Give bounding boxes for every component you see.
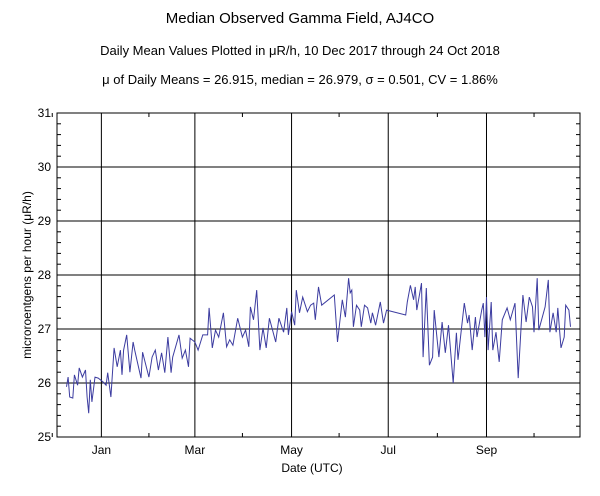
chart-title: Median Observed Gamma Field, AJ4CO (165, 10, 435, 27)
x-axis-label: Date (UTC) (281, 461, 342, 475)
y-tick-label: 28 (38, 268, 52, 282)
y-tick-label: 29 (38, 214, 52, 228)
y-tick-label: 26 (38, 376, 52, 390)
x-tick-label: Sep (476, 443, 498, 457)
y-tick-label: 25 (38, 430, 52, 444)
plot-frame (56, 112, 581, 438)
x-tick-label: Jan (92, 443, 111, 457)
y-tick-label: 30 (38, 160, 52, 174)
x-tick-label: May (280, 443, 303, 457)
series-line (66, 278, 571, 414)
chart-stats: μ of Daily Means = 26.915, median = 26.9… (102, 72, 498, 87)
x-tick-label: Mar (185, 443, 206, 457)
y-axis-label: microroentgens per hour (μR/h) (20, 191, 34, 359)
y-tick-label: 31 (38, 106, 52, 120)
y-tick-label: 27 (38, 322, 52, 336)
chart-subtitle: Daily Mean Values Plotted in μR/h, 10 De… (100, 43, 500, 58)
x-tick-label: Jul (381, 443, 396, 457)
